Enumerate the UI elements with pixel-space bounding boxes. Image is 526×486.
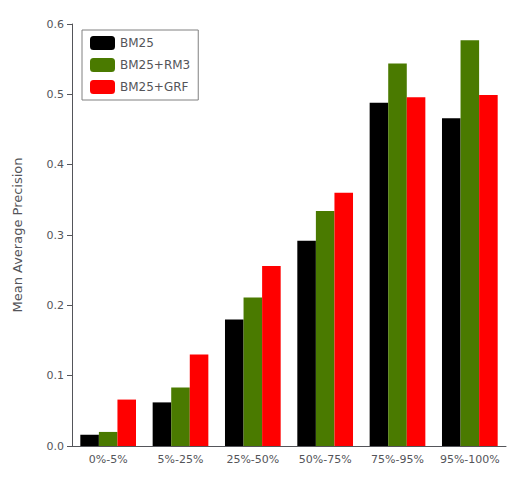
svg-text:0.4: 0.4 <box>47 158 65 171</box>
svg-text:BM25+RM3: BM25+RM3 <box>120 58 190 72</box>
svg-text:0.3: 0.3 <box>47 229 65 242</box>
svg-text:0.1: 0.1 <box>47 369 65 382</box>
svg-text:0.6: 0.6 <box>47 18 65 31</box>
svg-text:50%-75%: 50%-75% <box>299 453 352 466</box>
svg-text:25%-50%: 25%-50% <box>226 453 279 466</box>
svg-text:0.5: 0.5 <box>47 88 65 101</box>
svg-text:0%-5%: 0%-5% <box>89 453 128 466</box>
svg-text:BM25+GRF: BM25+GRF <box>120 80 189 94</box>
svg-text:95%-100%: 95%-100% <box>440 453 500 466</box>
svg-text:5%-25%: 5%-25% <box>158 453 204 466</box>
svg-text:Mean Average Precision: Mean Average Precision <box>10 157 25 312</box>
svg-text:0.0: 0.0 <box>47 440 65 453</box>
svg-text:75%-95%: 75%-95% <box>371 453 424 466</box>
svg-text:BM25: BM25 <box>120 36 154 50</box>
svg-text:0.2: 0.2 <box>47 299 65 312</box>
